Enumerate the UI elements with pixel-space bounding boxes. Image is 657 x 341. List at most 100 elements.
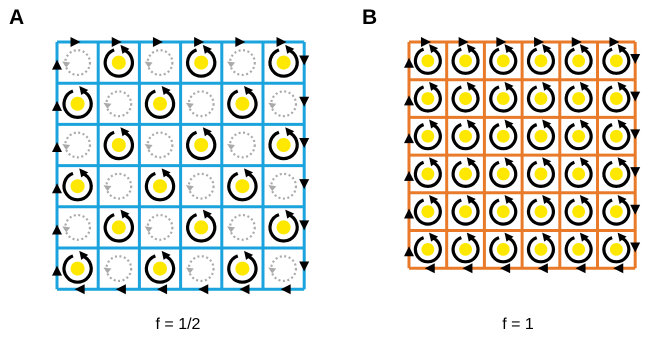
circulation-ring <box>103 48 134 78</box>
vortex-cell <box>489 119 518 151</box>
circulation-ring <box>144 89 176 119</box>
vortex-core <box>534 205 548 219</box>
circulation-arrow-icon <box>429 157 439 167</box>
edge-arrow-icon <box>496 37 507 47</box>
vortex-cell <box>602 157 631 188</box>
circulation-arrow-icon <box>429 232 439 242</box>
empty-ring <box>228 49 256 77</box>
vortex-cell <box>489 44 518 75</box>
empty-cell <box>62 213 92 241</box>
circulation-ring <box>602 160 631 188</box>
vortex-core <box>276 137 291 153</box>
circulation-ring <box>413 85 442 113</box>
vortex-core <box>459 54 472 68</box>
circulation-arrow-icon <box>579 194 589 204</box>
edge-arrow-icon <box>404 246 414 257</box>
vortex-cell <box>186 44 217 78</box>
vortex-core <box>421 129 435 143</box>
vortex-core <box>152 179 168 194</box>
edge-arrow-icon <box>534 37 545 47</box>
circulation-arrow-icon <box>466 44 476 54</box>
edge-arrow-icon <box>404 133 414 144</box>
vortex-core <box>572 54 586 68</box>
panel-a-lattice <box>52 37 310 295</box>
empty-ring <box>146 131 174 159</box>
circulation-arrow-icon <box>504 81 514 91</box>
vortex-core <box>421 167 435 181</box>
panel-b-label: B <box>362 6 378 29</box>
circulation-ring <box>564 123 593 151</box>
edge-arrow-icon <box>52 59 62 70</box>
vortex-core <box>572 167 586 181</box>
vortex-core <box>534 92 548 105</box>
empty-cell <box>185 255 215 283</box>
vortex-cell <box>144 250 176 284</box>
circulation-ring <box>62 254 93 284</box>
circulation-arrow-icon <box>120 127 130 137</box>
vortex-core <box>609 54 623 68</box>
circulation-arrow-icon <box>617 81 627 91</box>
circulation-ring <box>602 198 631 226</box>
circulation-ring <box>451 160 480 188</box>
vortex-cell <box>268 127 299 161</box>
circulation-ring <box>602 236 631 264</box>
vortex-cell <box>451 232 480 264</box>
circulation-ring <box>227 254 258 284</box>
vortex-core <box>496 92 510 105</box>
vortex-cell <box>564 81 593 113</box>
vortex-core <box>194 137 209 153</box>
vortex-cell <box>227 250 258 284</box>
empty-ring-arrow-icon <box>62 226 71 233</box>
circulation-ring <box>489 236 518 264</box>
edge-arrow-icon <box>299 220 310 231</box>
edge-arrow-icon <box>52 100 62 111</box>
circulation-arrow-icon <box>466 119 476 129</box>
circulation-arrow-icon <box>617 232 627 242</box>
empty-ring-arrow-icon <box>144 143 153 150</box>
edge-arrow-icon <box>571 37 582 47</box>
circulation-arrow-icon <box>120 44 130 54</box>
circulation-ring <box>489 123 518 151</box>
edge-arrow-icon <box>575 263 586 274</box>
empty-cell <box>144 49 174 77</box>
panel-b-caption: f = 1 <box>502 316 534 333</box>
edge-arrow-icon <box>198 284 209 295</box>
vortex-cell <box>526 157 555 188</box>
vortex-core <box>534 167 548 181</box>
circulation-arrow-icon <box>244 168 254 178</box>
circulation-ring <box>489 198 518 226</box>
circulation-arrow-icon <box>542 81 552 91</box>
vortex-core <box>496 242 510 256</box>
circulation-ring <box>413 160 442 188</box>
panel-a-label: A <box>9 6 25 29</box>
vortex-core <box>609 242 623 256</box>
circulation-arrow-icon <box>504 44 514 54</box>
circulation-ring <box>268 48 299 78</box>
edge-arrow-icon <box>52 183 62 194</box>
circulation-ring <box>186 130 217 161</box>
edge-arrow-icon <box>462 263 473 274</box>
edge-arrow-icon <box>458 37 469 47</box>
vortex-cell <box>526 44 555 75</box>
circulation-ring <box>227 171 258 202</box>
vortex-core <box>534 129 548 143</box>
empty-ring <box>64 49 92 77</box>
circulation-ring <box>526 236 555 264</box>
empty-cell <box>62 49 92 77</box>
circulation-arrow-icon <box>504 157 514 167</box>
circulation-ring <box>103 130 134 161</box>
circulation-arrow-icon <box>504 232 514 242</box>
circulation-arrow-icon <box>285 209 295 219</box>
empty-ring-arrow-icon <box>185 102 194 109</box>
circulation-ring <box>526 47 555 75</box>
edge-arrow-icon <box>404 170 414 181</box>
edge-arrow-icon <box>111 37 122 47</box>
circulation-ring <box>227 89 258 119</box>
empty-cell <box>227 213 256 241</box>
circulation-arrow-icon <box>617 157 627 167</box>
vortex-cell <box>103 127 134 161</box>
empty-cell <box>103 90 133 118</box>
vortex-core <box>111 137 126 153</box>
circulation-arrow-icon <box>617 44 627 54</box>
circulation-ring <box>268 213 299 243</box>
